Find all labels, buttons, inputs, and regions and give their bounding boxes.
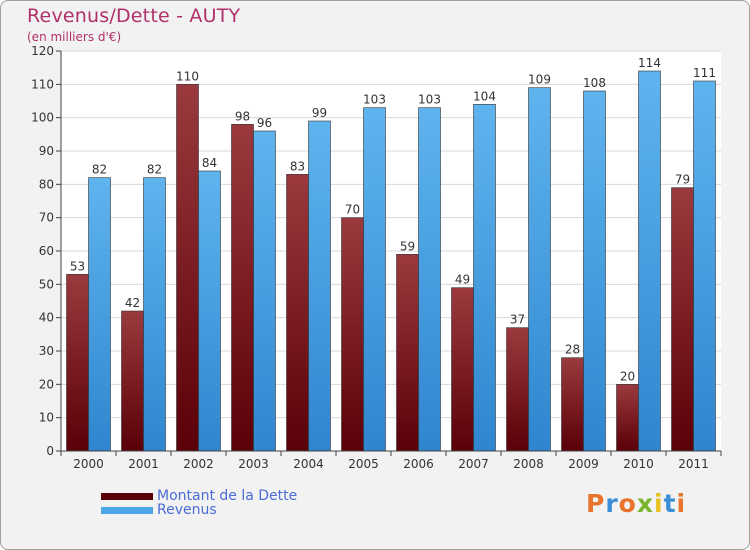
bar-revenue	[88, 177, 111, 452]
y-tick-label: 30	[39, 344, 54, 358]
bar-revenue	[308, 120, 331, 452]
x-tick-label: 2007	[458, 457, 489, 471]
x-tick-label: 2010	[623, 457, 654, 471]
legend-swatch-revenue	[101, 506, 153, 514]
y-tick-label: 70	[39, 211, 54, 225]
y-tick-label: 60	[39, 244, 54, 258]
logo-letter: P	[586, 489, 606, 518]
bar-debt	[231, 124, 254, 452]
logo-letter: i	[654, 489, 664, 518]
x-tick-label: 2001	[128, 457, 159, 471]
data-label-revenue: 82	[147, 163, 162, 177]
data-label-debt: 98	[235, 109, 250, 123]
bar-revenue	[418, 107, 441, 452]
data-label-debt: 37	[510, 313, 525, 327]
data-label-debt: 83	[290, 159, 305, 173]
bar-debt	[176, 84, 199, 452]
bar-debt	[561, 357, 584, 452]
y-tick-label: 50	[39, 277, 54, 291]
data-label-debt: 110	[176, 69, 199, 83]
data-label-debt: 79	[675, 173, 690, 187]
bar-revenue	[198, 170, 221, 452]
legend-item-revenue: Revenus	[101, 502, 217, 518]
data-label-revenue: 99	[312, 106, 327, 120]
x-tick-label: 2004	[293, 457, 324, 471]
data-label-revenue: 84	[202, 156, 217, 170]
bar-revenue	[363, 107, 386, 452]
data-label-revenue: 96	[257, 116, 272, 130]
bar-revenue	[528, 87, 551, 452]
legend-label-debt: Montant de la Dette	[157, 488, 298, 504]
bar-debt	[396, 254, 419, 452]
bar-debt	[341, 217, 364, 452]
logo-letter: t	[663, 489, 677, 518]
data-label-revenue: 109	[528, 73, 551, 87]
data-label-debt: 42	[125, 296, 140, 310]
proxiti-logo: Proxiti	[586, 489, 686, 518]
data-label-revenue: 114	[638, 56, 661, 70]
x-tick-label: 2002	[183, 457, 214, 471]
logo-letter: x	[636, 489, 654, 518]
data-label-revenue: 103	[363, 93, 386, 107]
logo-letter: o	[618, 489, 637, 518]
legend-swatch-debt	[101, 492, 153, 500]
x-tick-label: 2006	[403, 457, 434, 471]
y-tick-label: 80	[39, 177, 54, 191]
chart-title: Revenus/Dette - AUTY	[27, 5, 241, 27]
bar-debt	[451, 287, 474, 452]
data-label-debt: 49	[455, 273, 470, 287]
legend-label-revenue: Revenus	[157, 502, 217, 518]
y-tick-label: 110	[31, 77, 54, 91]
bar-debt	[121, 310, 144, 452]
data-label-revenue: 108	[583, 76, 606, 90]
data-label-revenue: 104	[473, 89, 496, 103]
y-tick-label: 40	[39, 311, 54, 325]
y-tick-label: 0	[46, 444, 54, 458]
data-label-debt: 28	[565, 343, 580, 357]
data-label-debt: 53	[70, 259, 85, 273]
logo-letter: i	[676, 489, 687, 518]
y-tick-label: 90	[39, 144, 54, 158]
data-label-debt: 70	[345, 203, 360, 217]
chart-subtitle: (en milliers d'€)	[27, 30, 122, 44]
bar-debt	[616, 384, 639, 452]
data-label-debt: 59	[400, 239, 415, 253]
bar-revenue	[253, 130, 276, 452]
data-label-revenue: 82	[92, 163, 107, 177]
bar-revenue	[473, 104, 496, 452]
legend-item-debt: Montant de la Dette	[101, 488, 297, 504]
bar-debt	[671, 187, 694, 452]
y-tick-label: 100	[31, 111, 54, 125]
logo-letter: r	[605, 489, 619, 518]
bar-debt	[66, 274, 89, 452]
bar-revenue	[693, 80, 716, 452]
bar-debt	[506, 327, 529, 452]
bar-revenue	[638, 70, 661, 452]
x-tick-label: 2008	[513, 457, 544, 471]
x-tick-label: 2005	[348, 457, 379, 471]
x-tick-label: 2011	[678, 457, 709, 471]
bar-revenue	[143, 177, 166, 452]
y-tick-label: 120	[31, 44, 54, 58]
y-tick-label: 10	[39, 411, 54, 425]
data-label-debt: 20	[620, 369, 635, 383]
y-tick-label: 20	[39, 377, 54, 391]
data-label-revenue: 111	[693, 66, 716, 80]
bar-revenue	[583, 90, 606, 452]
x-tick-label: 2000	[73, 457, 104, 471]
x-tick-label: 2009	[568, 457, 599, 471]
bar-debt	[286, 174, 309, 452]
data-label-revenue: 103	[418, 93, 441, 107]
x-tick-label: 2003	[238, 457, 269, 471]
